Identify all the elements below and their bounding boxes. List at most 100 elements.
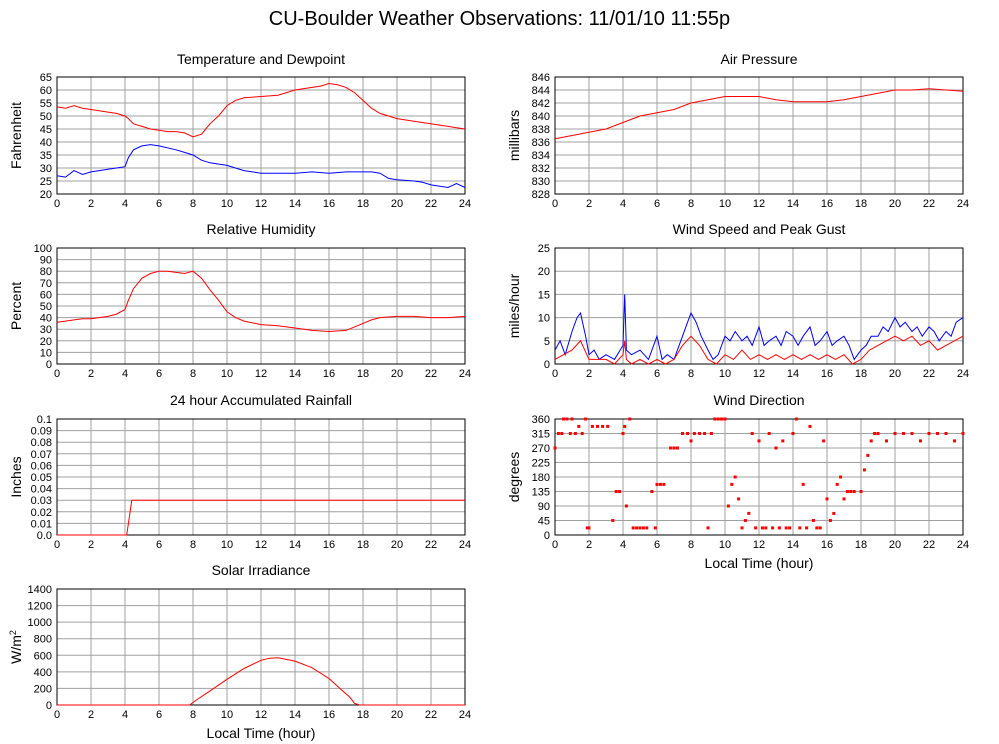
pressure-xtick-label: 2 bbox=[586, 198, 592, 210]
rainfall-xtick-label: 24 bbox=[459, 539, 471, 551]
pressure-xtick-label: 20 bbox=[889, 198, 901, 210]
solar-xtick-label: 6 bbox=[156, 709, 162, 721]
rainfall-xtick-label: 18 bbox=[357, 539, 369, 551]
humidity-xtick-label: 22 bbox=[425, 368, 437, 380]
wind_speed-xtick-label: 0 bbox=[552, 368, 558, 380]
wind_direction-point bbox=[754, 526, 758, 530]
temperature-xtick-label: 6 bbox=[156, 198, 162, 210]
wind_direction-point bbox=[650, 490, 654, 493]
solar-ytick-label: 1200 bbox=[28, 601, 52, 613]
rainfall-ytick-label: 0.09 bbox=[31, 426, 52, 438]
wind_direction-point bbox=[815, 526, 819, 530]
wind_direction-ytick-label: 180 bbox=[532, 472, 550, 484]
rainfall-ytick-label: 0.06 bbox=[31, 460, 52, 472]
humidity-ylabel: Percent bbox=[8, 282, 24, 330]
rainfall-xtick-label: 2 bbox=[88, 539, 94, 551]
rainfall-xtick-label: 22 bbox=[425, 539, 437, 551]
wind_direction-ytick-label: 225 bbox=[532, 458, 550, 470]
solar-xtick-label: 2 bbox=[88, 709, 94, 721]
rainfall-ytick-label: 0.0 bbox=[37, 530, 52, 542]
pressure-xtick-label: 10 bbox=[719, 198, 731, 210]
wind_direction-point bbox=[953, 439, 956, 443]
wind_direction-point bbox=[720, 417, 724, 421]
solar-xtick-label: 18 bbox=[357, 709, 369, 721]
wind_speed-ytick-label: 15 bbox=[538, 289, 550, 301]
wind_direction-point bbox=[553, 446, 557, 450]
wind_direction-point bbox=[961, 432, 965, 435]
pressure-ytick-label: 828 bbox=[532, 189, 550, 201]
wind_speed-ytick-label: 20 bbox=[538, 266, 550, 278]
temperature-xtick-label: 10 bbox=[221, 198, 233, 210]
temperature-ytick-label: 65 bbox=[40, 72, 52, 84]
pressure-ytick-label: 842 bbox=[532, 98, 550, 110]
solar-xlabel: Local Time (hour) bbox=[207, 725, 316, 741]
wind_speed-xtick-label: 22 bbox=[923, 368, 935, 380]
rainfall-xtick-label: 0 bbox=[54, 539, 60, 551]
wind_direction-xtick-label: 18 bbox=[855, 539, 867, 551]
rainfall-xtick-label: 16 bbox=[323, 539, 335, 551]
temperature-frame bbox=[56, 76, 466, 195]
wind_direction-point bbox=[596, 424, 599, 428]
wind_direction-point bbox=[777, 526, 781, 530]
wind_direction-ytick-label: 45 bbox=[538, 516, 550, 528]
wind_speed-xtick-label: 16 bbox=[821, 368, 833, 380]
humidity-xtick-label: 20 bbox=[391, 368, 403, 380]
wind_direction-point bbox=[723, 417, 727, 421]
wind_direction-point bbox=[835, 482, 839, 486]
humidity-xtick-label: 12 bbox=[255, 368, 267, 380]
wind_direction-point bbox=[698, 432, 701, 435]
wind_direction-point bbox=[902, 432, 905, 435]
pressure-xtick-label: 8 bbox=[688, 198, 694, 210]
solar-series-line-0 bbox=[57, 657, 465, 706]
wind_speed-xtick-label: 8 bbox=[688, 368, 694, 380]
humidity-xtick-label: 2 bbox=[88, 368, 94, 380]
wind_speed-xtick-label: 12 bbox=[753, 368, 765, 380]
wind_direction-point bbox=[590, 424, 594, 428]
humidity-xtick-label: 8 bbox=[190, 368, 196, 380]
humidity-xtick-label: 24 bbox=[459, 368, 471, 380]
wind_direction-point bbox=[784, 526, 788, 530]
wind_direction-point bbox=[570, 417, 574, 421]
pressure-ylabel: millibars bbox=[506, 110, 522, 161]
wind_direction-point bbox=[885, 439, 888, 443]
wind_direction-point bbox=[645, 526, 649, 530]
wind_direction-point bbox=[675, 446, 679, 450]
temperature-ytick-label: 60 bbox=[40, 85, 52, 97]
wind_direction-point bbox=[788, 526, 792, 530]
temperature-ytick-label: 40 bbox=[40, 137, 52, 149]
temperature-xtick-label: 8 bbox=[190, 198, 196, 210]
wind_direction-point bbox=[706, 526, 710, 530]
wind_direction-frame bbox=[554, 418, 964, 536]
solar-title: Solar Irradiance bbox=[212, 562, 311, 578]
humidity-ytick-label: 30 bbox=[40, 324, 52, 336]
solar-frame bbox=[56, 588, 466, 706]
rainfall-xtick-label: 14 bbox=[289, 539, 301, 551]
pressure-ytick-label: 832 bbox=[532, 163, 550, 175]
humidity-ytick-label: 10 bbox=[40, 347, 52, 359]
wind_direction-point bbox=[842, 497, 846, 501]
wind_direction-point bbox=[825, 497, 829, 501]
wind_direction-point bbox=[828, 519, 832, 522]
temperature-ytick-label: 30 bbox=[40, 163, 52, 175]
wind_direction-xtick-label: 12 bbox=[753, 539, 765, 551]
wind_direction-point bbox=[658, 482, 662, 486]
pressure-frame bbox=[554, 76, 964, 195]
wind_direction-point bbox=[767, 432, 771, 435]
solar-ytick-label: 400 bbox=[34, 667, 52, 679]
wind_direction-point bbox=[611, 519, 615, 522]
rainfall-xtick-label: 8 bbox=[190, 539, 196, 551]
wind_direction-point bbox=[560, 432, 564, 435]
wind_direction-point bbox=[852, 490, 856, 493]
pressure-series-line-0 bbox=[554, 88, 964, 140]
wind_direction-point bbox=[556, 432, 560, 435]
rainfall-ytick-label: 0.08 bbox=[31, 437, 52, 449]
wind_direction-point bbox=[750, 432, 754, 435]
temperature-xtick-label: 14 bbox=[289, 198, 301, 210]
wind_direction-point bbox=[624, 504, 628, 508]
solar-ylabel-superscript: 2 bbox=[8, 630, 18, 635]
temperature-xtick-label: 12 bbox=[255, 198, 267, 210]
wind_direction-ylabel: degrees bbox=[506, 452, 522, 503]
wind_direction-point bbox=[944, 432, 948, 435]
pressure-xtick-label: 16 bbox=[821, 198, 833, 210]
humidity-ytick-label: 60 bbox=[40, 289, 52, 301]
